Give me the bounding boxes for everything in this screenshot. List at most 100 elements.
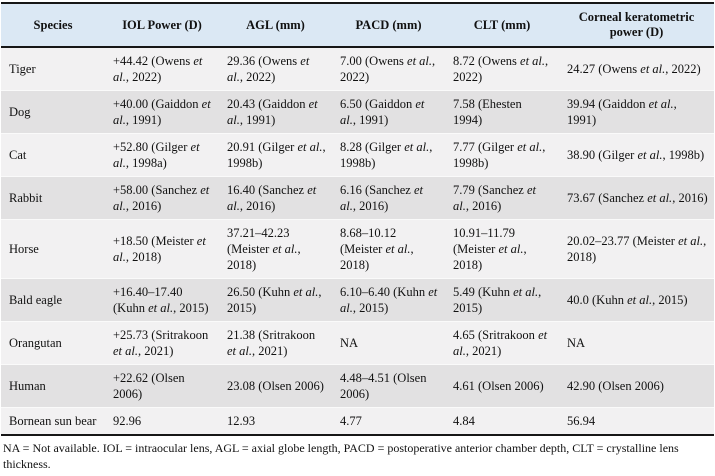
et-al-italic: et al.	[498, 242, 524, 256]
et-al-italic: et al.	[113, 97, 211, 127]
value-cell: 8.28 (Gilger et al., 1998b)	[332, 133, 445, 177]
table-header-row: Species IOL Power (D) AGL (mm) PACD (mm) CLT…	[1, 3, 714, 48]
species-cell: Bald eagle	[1, 278, 105, 322]
et-al-italic: et al.	[272, 242, 298, 256]
value-cell: 42.90 (Olsen 2006)	[559, 364, 714, 408]
value-cell: 92.96	[105, 407, 219, 435]
et-al-italic: et al.	[678, 234, 704, 248]
value-cell: 6.10–6.40 (Kuhn et al., 2015)	[332, 278, 445, 322]
table-row: Dog +40.00 (Gaiddon et al., 1991) 20.43 (G…	[1, 90, 714, 134]
species-cell: Orangutan	[1, 321, 105, 365]
table-row: Tiger +44.42 (Owens et al., 2022) 29.36 (O…	[1, 47, 714, 91]
et-al-italic: et al.	[148, 301, 174, 315]
table-row: Horse +18.50 (Meister et al., 2018) 37.21–…	[1, 219, 714, 279]
value-cell: 10.91–11.79 (Meister et al., 2018)	[445, 219, 559, 279]
value-cell: 20.91 (Gilger et al., 1998b)	[219, 133, 332, 177]
value-cell: 21.38 (Sritrakoon et al., 2021)	[219, 321, 332, 365]
value-cell: 4.65 (Sritrakoon et al., 2021)	[445, 321, 559, 365]
value-cell: 4.61 (Olsen 2006)	[445, 364, 559, 408]
column-header: IOL Power (D)	[105, 3, 219, 48]
et-al-italic: et al.	[453, 328, 548, 358]
value-cell: 7.58 (Ehesten 1994)	[445, 90, 559, 134]
column-header: Corneal keratometric power (D)	[559, 3, 714, 48]
et-al-italic: et al.	[407, 54, 433, 68]
value-cell: 8.68–10.12 (Meister et al., 2018)	[332, 219, 445, 279]
value-cell: +40.00 (Gaiddon et al., 1991)	[105, 90, 219, 134]
value-cell: 4.84	[445, 407, 559, 435]
species-cell: Bornean sun bear	[1, 407, 105, 435]
value-cell: +22.62 (Olsen 2006)	[105, 364, 219, 408]
species-biometry-table: Species IOL Power (D) AGL (mm) PACD (mm) CLT…	[1, 2, 714, 436]
species-cell: Horse	[1, 219, 105, 279]
et-al-italic: et al.	[453, 183, 536, 213]
table-row: Cat +52.80 (Gilger et al., 1998a) 20.91 (G…	[1, 133, 714, 177]
et-al-italic: et al.	[340, 285, 438, 315]
et-al-italic: et al.	[227, 97, 318, 127]
value-cell: +18.50 (Meister et al., 2018)	[105, 219, 219, 279]
et-al-italic: et al.	[640, 62, 666, 76]
value-cell: 20.43 (Gaiddon et al., 1991)	[219, 90, 332, 134]
value-cell: +44.42 (Owens et al., 2022)	[113, 54, 203, 84]
species-cell: Cat	[1, 133, 105, 177]
value-cell: NA	[332, 321, 445, 365]
et-al-italic: et al.	[637, 148, 663, 162]
table-row: Orangutan +25.73 (Sritrakoon et al., 2021…	[1, 321, 714, 365]
value-cell: 40.0 (Kuhn et al., 2015)	[559, 278, 714, 322]
et-al-italic: et al.	[297, 140, 323, 154]
table-footnote: NA = Not available. IOL = intraocular le…	[3, 441, 679, 471]
et-al-italic: et al.	[517, 140, 543, 154]
species-cell: Human	[1, 364, 105, 408]
value-cell: 8.72 (Owens et al., 2022)	[453, 54, 549, 84]
et-al-italic: et al.	[113, 234, 206, 264]
et-al-italic: et al.	[113, 183, 210, 213]
et-al-italic: et al.	[520, 54, 546, 68]
et-al-italic: et al.	[340, 183, 423, 213]
et-al-italic: et al.	[113, 140, 200, 170]
et-al-italic: et al.	[627, 293, 653, 307]
column-header: PACD (mm)	[332, 3, 445, 48]
species-cell: Tiger	[9, 62, 36, 76]
value-cell: 37.21–42.23 (Meister et al., 2018)	[219, 219, 332, 279]
value-cell: 20.02–23.77 (Meister et al., 2018)	[559, 219, 714, 279]
table-row: Human +22.62 (Olsen 2006) 23.08 (Olsen 200…	[1, 364, 714, 408]
table-row: Bornean sun bear 92.96 12.93 4.77 4.84 56.94	[1, 407, 714, 435]
et-al-italic: et al.	[113, 54, 203, 84]
value-cell: 56.94	[559, 407, 714, 435]
column-header: Species	[1, 3, 105, 48]
value-cell: 23.08 (Olsen 2006)	[219, 364, 332, 408]
value-cell: 26.50 (Kuhn et al., 2015)	[219, 278, 332, 322]
value-cell: 6.16 (Sanchez et al., 2016)	[332, 176, 445, 220]
value-cell: +52.80 (Gilger et al., 1998a)	[105, 133, 219, 177]
value-cell: +16.40–17.40 (Kuhn et al., 2015)	[105, 278, 219, 322]
value-cell: 73.67 (Sanchez et al., 2016)	[559, 176, 714, 220]
value-cell: 12.93	[219, 407, 332, 435]
value-cell: 5.49 (Kuhn et al., 2015)	[445, 278, 559, 322]
et-al-italic: et al.	[513, 285, 539, 299]
value-cell: +58.00 (Sanchez et al., 2016)	[105, 176, 219, 220]
et-al-italic: et al.	[340, 97, 425, 127]
value-cell: 4.48–4.51 (Olsen 2006)	[332, 364, 445, 408]
value-cell: 6.50 (Gaiddon et al., 1991)	[332, 90, 445, 134]
column-header: AGL (mm)	[219, 3, 332, 48]
value-cell: 24.27 (Owens et al., 2022)	[567, 62, 701, 76]
et-al-italic: et al.	[293, 285, 319, 299]
species-cell: Dog	[1, 90, 105, 134]
value-cell: 4.77	[332, 407, 445, 435]
value-cell: +25.73 (Sritrakoon et al., 2021)	[105, 321, 219, 365]
et-al-italic: et al.	[385, 242, 411, 256]
table-body: Tiger +44.42 (Owens et al., 2022) 29.36 (O…	[1, 47, 714, 435]
value-cell: 7.79 (Sanchez et al., 2016)	[445, 176, 559, 220]
value-cell: 7.77 (Gilger et al., 1998b)	[445, 133, 559, 177]
et-al-italic: et al.	[647, 191, 673, 205]
value-cell: 38.90 (Gilger et al., 1998b)	[559, 133, 714, 177]
value-cell: 7.00 (Owens et al., 2022)	[340, 54, 436, 84]
et-al-italic: et al.	[404, 140, 430, 154]
et-al-italic: et al.	[227, 344, 252, 358]
table-row: Bald eagle +16.40–17.40 (Kuhn et al., 201…	[1, 278, 714, 322]
table-header: Species IOL Power (D) AGL (mm) PACD (mm) CLT…	[1, 3, 714, 48]
table-row: Rabbit +58.00 (Sanchez et al., 2016) 16.40…	[1, 176, 714, 220]
value-cell: 39.94 (Gaiddon et al., 1991)	[559, 90, 714, 134]
species-cell: Rabbit	[1, 176, 105, 220]
value-cell: 16.40 (Sanchez et al., 2016)	[219, 176, 332, 220]
